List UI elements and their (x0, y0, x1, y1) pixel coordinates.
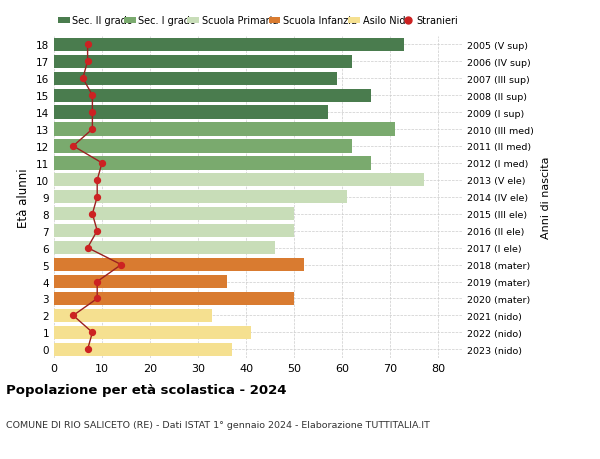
Bar (54, 292, 294, 305)
Bar (54, 56, 352, 69)
Text: Popolazione per età scolastica - 2024: Popolazione per età scolastica - 2024 (6, 383, 287, 396)
Bar (54, 174, 424, 187)
Bar (54, 157, 371, 170)
Bar (54, 258, 304, 272)
Bar (54, 39, 404, 52)
Point (83, 245, 92, 252)
Point (88, 92, 97, 100)
Bar (54, 343, 232, 356)
Bar (54, 73, 337, 85)
Point (88, 211, 97, 218)
Bar (54, 224, 294, 238)
Bar (54, 106, 328, 119)
Point (68, 143, 78, 150)
Bar (54, 191, 347, 204)
Point (68, 312, 78, 319)
Bar (54, 140, 352, 153)
Bar (54, 326, 251, 339)
Point (83, 41, 92, 49)
Point (88, 329, 97, 336)
Text: COMUNE DI RIO SALICETO (RE) - Dati ISTAT 1° gennaio 2024 - Elaborazione TUTTITAL: COMUNE DI RIO SALICETO (RE) - Dati ISTAT… (6, 420, 430, 429)
Point (83, 58, 92, 66)
Y-axis label: Anni di nascita: Anni di nascita (541, 156, 551, 239)
Legend: Sec. II grado, Sec. I grado, Scuola Primaria, Scuola Infanzia, Asilo Nido, Stran: Sec. II grado, Sec. I grado, Scuola Prim… (54, 12, 462, 30)
Point (83, 346, 92, 353)
Point (88, 126, 97, 134)
Point (97, 160, 107, 167)
Point (92, 177, 102, 184)
Bar (54, 207, 294, 221)
Point (88, 109, 97, 117)
Y-axis label: Età alunni: Età alunni (17, 168, 31, 227)
Point (92, 278, 102, 285)
Point (92, 228, 102, 235)
Point (78, 75, 88, 83)
Point (116, 261, 126, 269)
Bar (54, 123, 395, 136)
Bar (54, 90, 371, 102)
Bar (54, 309, 212, 322)
Point (92, 295, 102, 302)
Bar (54, 275, 227, 289)
Point (92, 194, 102, 201)
Bar (54, 241, 275, 255)
